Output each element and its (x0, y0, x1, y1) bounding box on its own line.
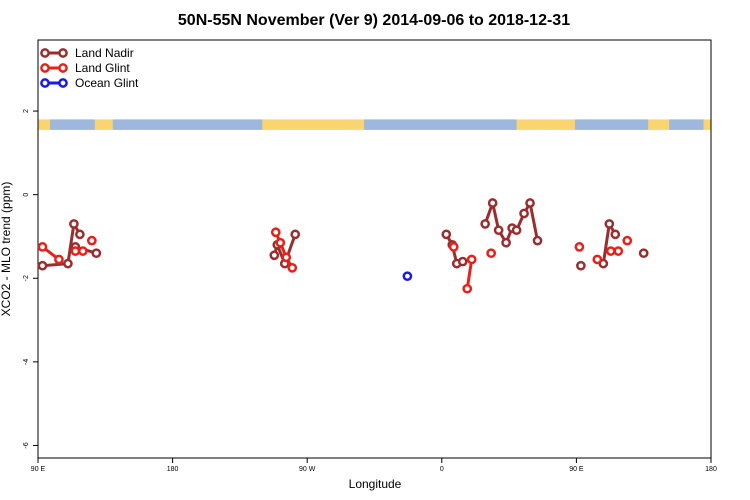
legend-marker (58, 48, 68, 58)
ocean-band-segment (574, 119, 649, 130)
x-tick-label: 180 (167, 466, 179, 473)
y-tick-label: 2 (23, 109, 30, 113)
data-point (622, 235, 633, 246)
data-point (270, 227, 281, 238)
data-point (91, 248, 102, 259)
data-point (287, 262, 298, 273)
ocean-band-segment (364, 119, 517, 130)
legend-marker (40, 63, 50, 73)
data-point (75, 229, 85, 240)
data-point (86, 235, 97, 246)
legend-item: Land Glint (40, 61, 130, 75)
data-point (402, 271, 413, 282)
series-land-glint (37, 227, 633, 294)
series-line (483, 197, 539, 247)
series-line (272, 233, 297, 268)
data-point (466, 254, 477, 265)
data-point (511, 225, 522, 236)
data-point (605, 246, 616, 256)
data-point (269, 250, 280, 261)
data-point (525, 198, 535, 208)
data-point (290, 229, 301, 240)
data-point (493, 225, 504, 236)
data-point (604, 219, 615, 229)
data-point (519, 208, 529, 219)
series-ocean-glint (402, 271, 413, 282)
legend-marker (40, 78, 50, 88)
x-tick-label: 90 E (569, 466, 584, 473)
data-point (613, 246, 624, 256)
data-point (501, 237, 511, 248)
data-point (462, 283, 473, 294)
legend-marker (40, 48, 50, 58)
x-tick-label: 0 (440, 466, 444, 473)
x-tick-label: 90 E (31, 466, 46, 473)
ocean-band-segment (669, 119, 704, 130)
series-line (42, 219, 82, 268)
data-series (37, 197, 649, 294)
chart-title: 50N-55N November (Ver 9) 2014-09-06 to 2… (178, 12, 570, 29)
x-tick-label: 90 W (299, 466, 316, 473)
plot-frame (37, 39, 712, 459)
legend-marker (58, 63, 68, 73)
legend-item: Ocean Glint (40, 76, 139, 90)
data-point (275, 237, 286, 248)
data-point (487, 198, 498, 208)
data-point (610, 229, 621, 240)
x-tick-label: 180 (705, 466, 717, 473)
ocean-band-segment (112, 119, 263, 130)
data-point (638, 248, 649, 259)
y-tick-label: -4 (23, 359, 30, 365)
data-point (37, 242, 48, 252)
data-point (457, 256, 468, 267)
x-axis-label: Longitude (349, 477, 402, 491)
data-point (480, 219, 491, 229)
y-axis-label: XCO2 - MLO trend (ppm) (0, 182, 13, 317)
data-point (63, 258, 73, 269)
series-line (465, 259, 474, 289)
x-axis: 90 E 180 90 W 0 90 E 180 (31, 458, 717, 473)
series-line (274, 231, 294, 269)
data-point (574, 242, 585, 252)
data-point (532, 235, 543, 246)
data-point (441, 229, 452, 240)
data-point (70, 246, 81, 256)
data-point (576, 260, 586, 271)
data-point (592, 254, 603, 265)
data-point (69, 219, 79, 229)
legend-label: Land Glint (75, 61, 130, 75)
ocean-band-segment (49, 119, 95, 130)
y-tick-label: -6 (23, 442, 30, 448)
data-point (78, 246, 88, 256)
data-point (448, 242, 459, 252)
y-tick-label: -2 (23, 275, 30, 281)
y-axis: 2 0 -2 -4 -6 (23, 109, 38, 449)
series-land-nadir (37, 197, 649, 271)
legend-marker (58, 78, 68, 88)
y-tick-label: 0 (23, 193, 30, 197)
legend-item: Land Nadir (40, 46, 134, 60)
data-point (54, 254, 64, 265)
land-ocean-band (38, 119, 711, 130)
data-point (486, 248, 497, 259)
data-point (281, 252, 292, 263)
legend-label: Ocean Glint (75, 76, 139, 90)
data-point (37, 260, 48, 271)
legend-label: Land Nadir (75, 46, 134, 60)
